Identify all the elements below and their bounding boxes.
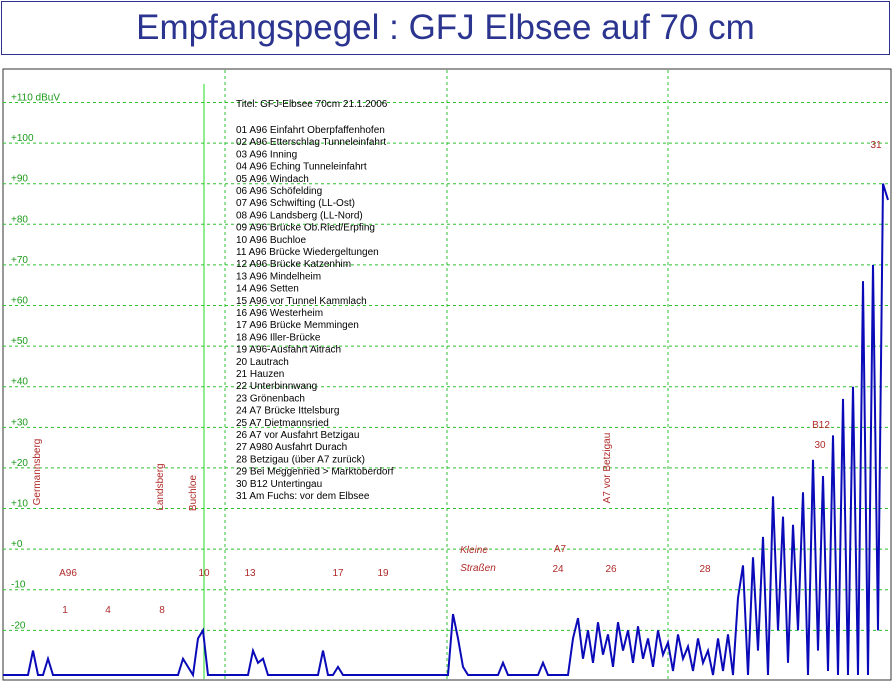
legend-entry: 31 Am Fuchs: vor dem Elbsee: [236, 491, 370, 502]
legend-entry: 18 A96 Iller-Brücke: [236, 332, 321, 343]
legend-entry: 21 Hauzen: [236, 369, 284, 380]
annotation: B12: [812, 420, 830, 431]
annotation: A7 vor Betzigau: [602, 433, 613, 504]
legend-entry: 06 A96 Schöfelding: [236, 186, 322, 197]
legend-entry: 05 A96 Windach: [236, 174, 309, 185]
annotation: 17: [332, 568, 344, 579]
annotation: 1: [62, 605, 68, 616]
legend-entry: 26 A7 vor Ausfahrt Betzigau: [236, 430, 359, 441]
annotation: Germannsberg: [32, 439, 43, 506]
annotation: A96: [59, 568, 77, 579]
y-tick-label: +100: [11, 133, 34, 144]
legend-entry: 15 A96 vor Tunnel Kammlach: [236, 296, 367, 307]
subtitle: Titel: GFJ-Elbsee 70cm 21.1.2006: [236, 99, 388, 110]
annotation: 13: [244, 568, 256, 579]
y-tick-label: +50: [11, 336, 28, 347]
legend-entry: 03 A96 Inning: [236, 149, 297, 160]
legend-entry: 02 A96 Etterschlag Tunneleinfahrt: [236, 137, 386, 148]
chart-title: Empfangspegel : GFJ Elbsee auf 70 cm: [136, 8, 755, 47]
legend-entry: 11 A96 Brücke Wiedergeltungen: [236, 247, 379, 258]
legend-entry: 14 A96 Setten: [236, 284, 299, 295]
legend-entry: 07 A96 Schwifting (LL-Ost): [236, 198, 355, 209]
y-tick-label: +30: [11, 417, 28, 428]
legend-entry: 27 A980 Ausfahrt Durach: [236, 442, 347, 453]
annotation: Straßen: [460, 563, 496, 574]
annotation: 30: [814, 440, 826, 451]
y-tick-label: +60: [11, 296, 28, 307]
legend-entry: 24 A7 Brücke Ittelsburg: [236, 406, 339, 417]
y-tick-label: -10: [11, 580, 26, 591]
y-tick-label: -20: [11, 620, 26, 631]
y-tick-label: +0: [11, 539, 23, 550]
legend-entry: 10 A96 Buchloe: [236, 235, 306, 246]
legend-entry: 13 A96 Mindelheim: [236, 271, 321, 282]
legend-entry: 08 A96 Landsberg (LL-Nord): [236, 210, 363, 221]
legend-entry: 16 A96 Westerheim: [236, 308, 323, 319]
y-tick-label: +70: [11, 255, 28, 266]
y-tick-label: +20: [11, 458, 28, 469]
legend-entry: 04 A96 Eching Tunneleinfahrt: [236, 162, 367, 173]
y-tick-label: +110 dBuV: [11, 92, 60, 103]
signal-trace: [3, 183, 889, 678]
annotation: 28: [699, 564, 711, 575]
legend-entry: 20 Lautrach: [236, 357, 289, 368]
annotation: 31: [870, 140, 882, 151]
legend-entry: 22 Unterbinnwang: [236, 381, 317, 392]
legend-entry: 25 A7 Dietmannsried: [236, 418, 329, 429]
title-box: Empfangspegel : GFJ Elbsee auf 70 cm: [1, 1, 890, 55]
annotation: A7: [554, 544, 567, 555]
annotation: 24: [552, 564, 564, 575]
legend-entry: 09 A96 Brücke Ob.Ried/Erpfing: [236, 223, 375, 234]
annotation: Landsberg: [155, 463, 166, 510]
y-tick-label: +90: [11, 174, 28, 185]
y-tick-label: +80: [11, 214, 28, 225]
legend-entry: 30 B12 Untertingau: [236, 479, 322, 490]
annotation: 8: [159, 605, 165, 616]
legend-entry: 19 A96-Ausfahrt Aitrach: [236, 345, 341, 356]
y-tick-label: +40: [11, 377, 28, 388]
legend-entry: 23 Grönenbach: [236, 393, 305, 404]
annotation: 4: [105, 605, 111, 616]
legend-entry: 12 A96 Brücke Katzenhim: [236, 259, 351, 270]
legend-entry: 28 Betzigau (über A7 zurück): [236, 454, 365, 465]
legend-entry: 01 A96 Einfahrt Oberpfaffenhofen: [236, 125, 385, 136]
annotation: 19: [377, 568, 389, 579]
legend-entry: 29 Bei Meggenried > Marktoberdorf: [236, 467, 394, 478]
annotation: Kleine: [460, 545, 488, 556]
legend-entry: 17 A96 Brücke Memmingen: [236, 320, 359, 331]
annotation: 26: [605, 564, 617, 575]
y-tick-label: +10: [11, 499, 28, 510]
annotation: 10: [198, 568, 210, 579]
annotation: Buchloe: [188, 474, 199, 511]
